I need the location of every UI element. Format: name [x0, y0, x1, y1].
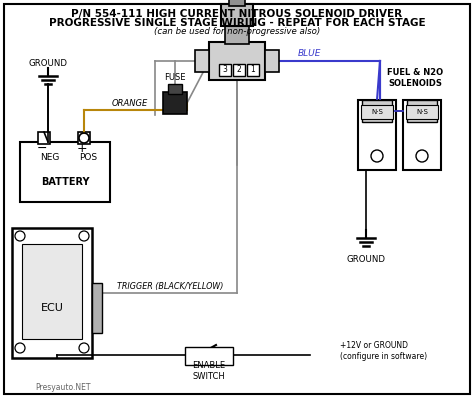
Bar: [185, 347, 233, 365]
Bar: [406, 105, 438, 119]
Text: N·S: N·S: [416, 109, 428, 115]
Bar: [219, 64, 231, 76]
Bar: [209, 42, 265, 80]
Bar: [168, 84, 182, 94]
Bar: [12, 228, 92, 358]
Text: BLUE: BLUE: [298, 49, 322, 59]
Text: 2: 2: [237, 66, 241, 74]
Text: ORANGE: ORANGE: [112, 100, 148, 109]
Bar: [362, 100, 392, 122]
Text: ECU: ECU: [41, 303, 64, 313]
Bar: [38, 132, 50, 144]
Text: NEG: NEG: [40, 152, 60, 162]
Bar: [407, 100, 437, 122]
Bar: [265, 50, 279, 72]
Text: GROUND: GROUND: [346, 256, 385, 265]
Text: −: −: [37, 142, 47, 154]
Bar: [22, 244, 82, 339]
Text: FUEL & N2O
SOLENOIDS: FUEL & N2O SOLENOIDS: [387, 68, 443, 88]
Text: +12V or GROUND
(configure in software): +12V or GROUND (configure in software): [340, 341, 427, 361]
Text: BATTERY: BATTERY: [41, 177, 89, 187]
Bar: [361, 105, 393, 119]
Bar: [221, 4, 253, 26]
Bar: [403, 100, 441, 170]
Bar: [163, 92, 187, 114]
Bar: [78, 132, 90, 144]
Text: ENABLE
SWITCH: ENABLE SWITCH: [192, 361, 226, 381]
Text: (can be used for non-progressive also): (can be used for non-progressive also): [154, 27, 320, 37]
Text: 3: 3: [223, 66, 228, 74]
Text: POS: POS: [79, 152, 97, 162]
Bar: [92, 283, 102, 333]
Text: +: +: [77, 142, 87, 154]
Text: TRIGGER (BLACK/YELLOW): TRIGGER (BLACK/YELLOW): [117, 281, 223, 291]
Text: GROUND: GROUND: [28, 59, 67, 68]
Bar: [229, 0, 245, 6]
Bar: [20, 142, 110, 202]
Bar: [358, 100, 396, 170]
Bar: [195, 50, 209, 72]
Bar: [247, 64, 259, 76]
Text: 1: 1: [251, 66, 255, 74]
Bar: [233, 64, 245, 76]
Text: Presyauto.NET: Presyauto.NET: [35, 384, 91, 392]
Text: PROGRESSIVE SINGLE STAGE WIRING - REPEAT FOR EACH STAGE: PROGRESSIVE SINGLE STAGE WIRING - REPEAT…: [49, 18, 425, 28]
Text: P/N 554-111 HIGH CURRENT NITROUS SOLENOID DRIVER: P/N 554-111 HIGH CURRENT NITROUS SOLENOI…: [72, 9, 402, 19]
Text: FUSE: FUSE: [164, 74, 186, 82]
Text: N·S: N·S: [371, 109, 383, 115]
Bar: [225, 24, 249, 44]
